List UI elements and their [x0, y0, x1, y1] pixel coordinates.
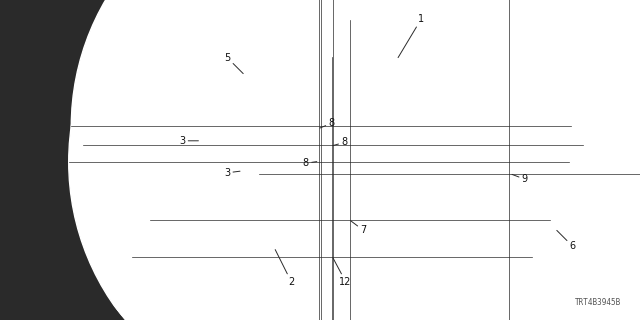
Text: 3: 3: [179, 136, 198, 146]
Polygon shape: [83, 96, 192, 160]
Text: 8: 8: [333, 137, 348, 148]
Text: 3: 3: [224, 168, 240, 178]
Polygon shape: [192, 26, 614, 134]
Polygon shape: [182, 86, 605, 166]
Text: 2: 2: [275, 250, 294, 287]
Polygon shape: [221, 218, 339, 272]
Circle shape: [83, 0, 584, 320]
Text: 5: 5: [224, 52, 243, 74]
Circle shape: [71, 0, 572, 320]
Text: 8: 8: [320, 118, 335, 128]
Text: 12: 12: [333, 258, 352, 287]
Circle shape: [150, 20, 550, 320]
Text: 6: 6: [557, 230, 576, 252]
Text: 1: 1: [398, 14, 424, 58]
Polygon shape: [179, 38, 195, 128]
Text: 8: 8: [303, 158, 317, 168]
Circle shape: [132, 57, 531, 320]
Circle shape: [259, 0, 640, 320]
Text: 7: 7: [351, 221, 367, 236]
Polygon shape: [541, 216, 576, 256]
Text: TRT4B3945B: TRT4B3945B: [575, 298, 621, 307]
Polygon shape: [83, 118, 195, 160]
Circle shape: [68, 0, 569, 320]
Circle shape: [109, 0, 640, 320]
Text: 9: 9: [512, 174, 528, 184]
Polygon shape: [0, 0, 376, 320]
Polygon shape: [230, 64, 261, 93]
